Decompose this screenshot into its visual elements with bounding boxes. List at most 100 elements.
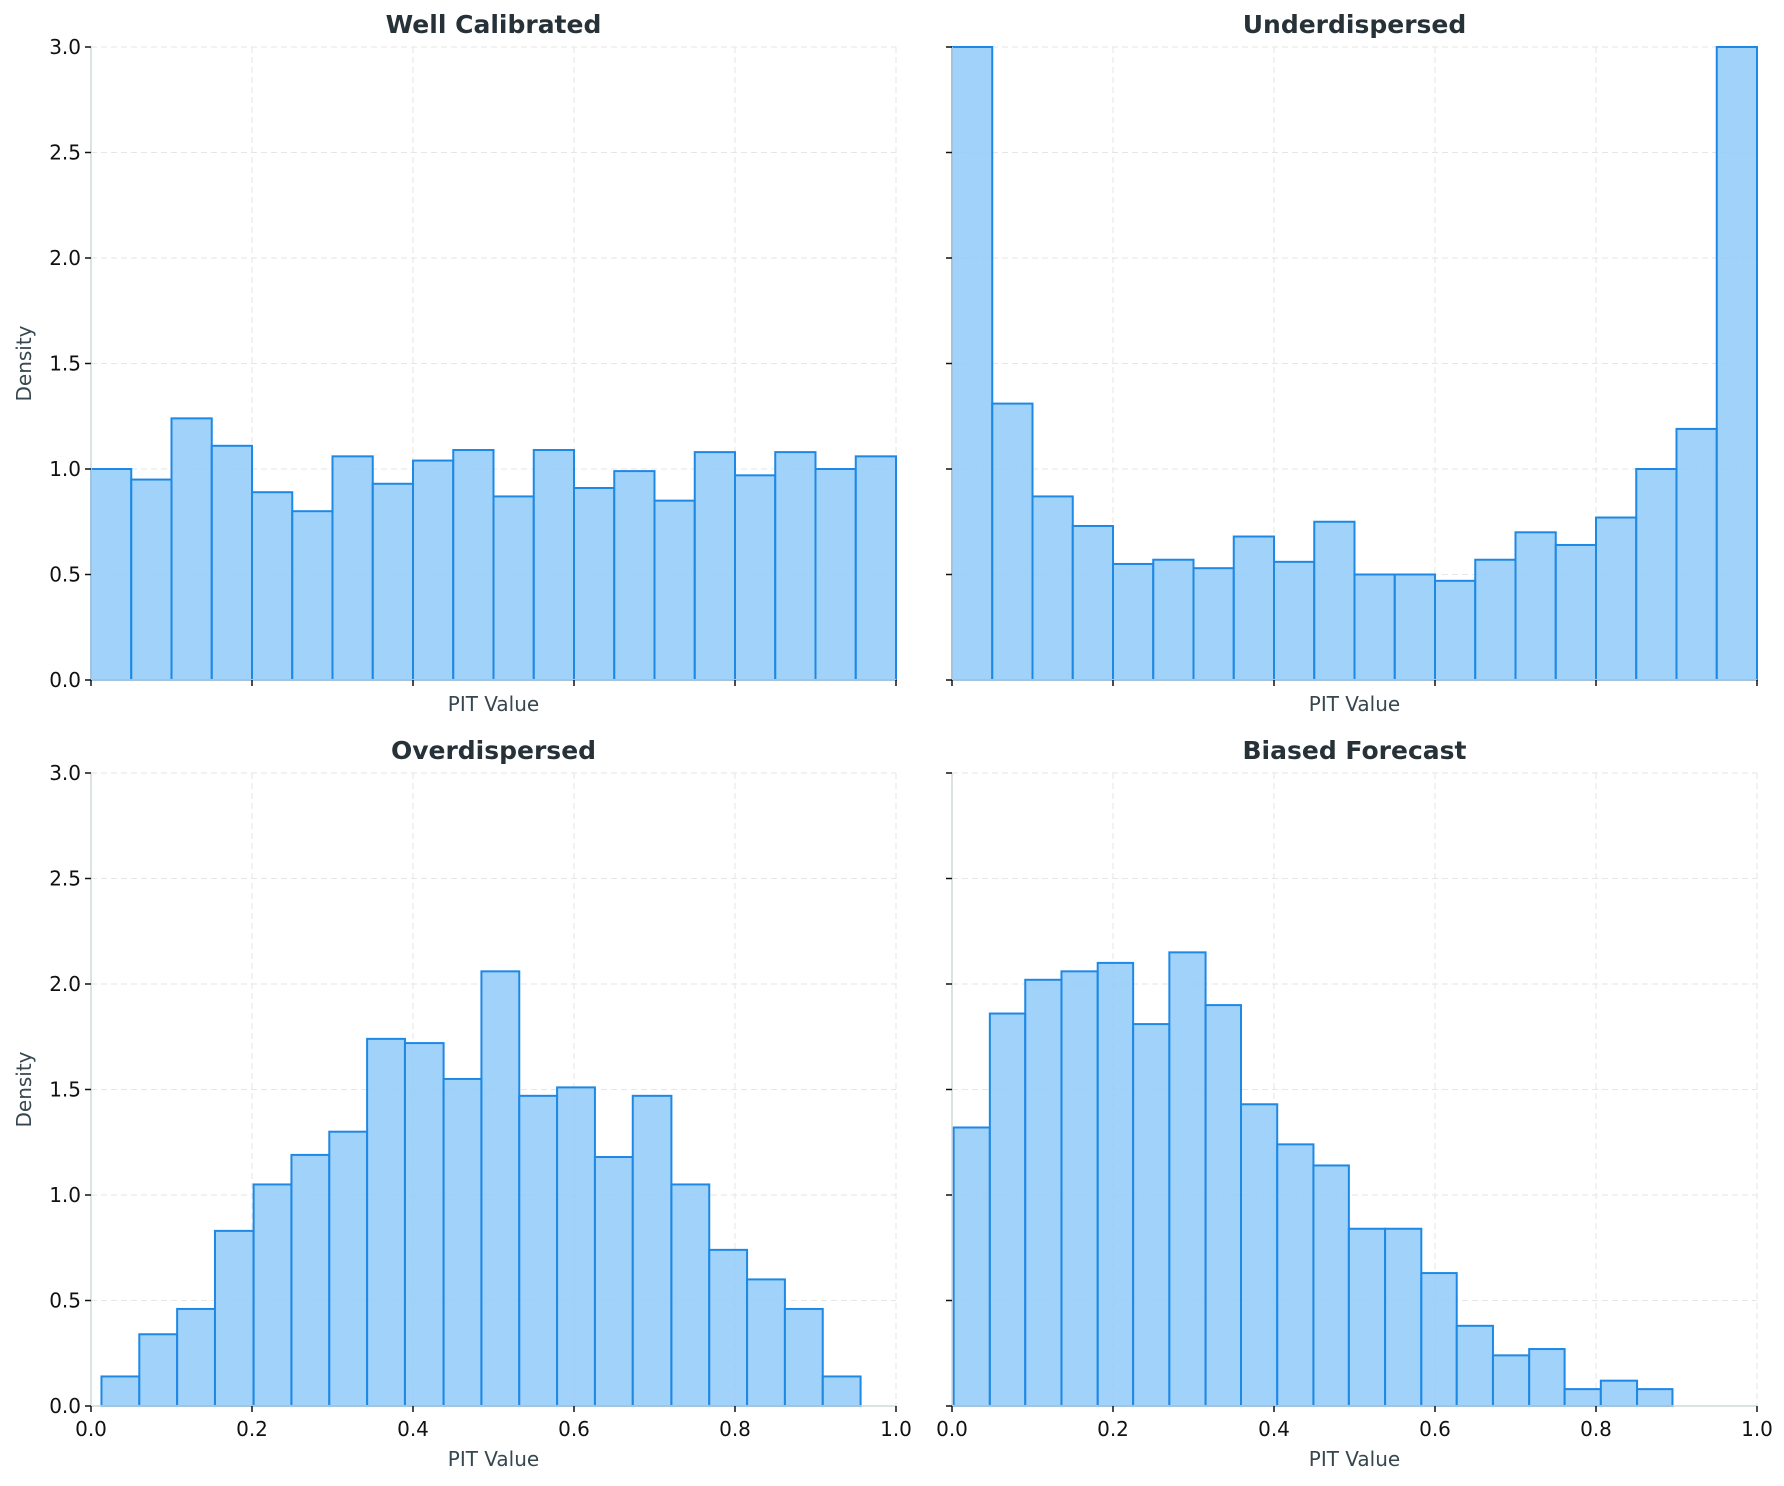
histogram-bar [1599,1379,1639,1408]
histogram-bar [593,1156,634,1408]
x-axis-label: PIT Value [1309,692,1400,716]
x-tick-label: 1.0 [1741,1417,1773,1441]
y-tick-label: 2.5 [49,141,81,165]
histogram-bar [291,510,334,682]
histogram-bar [1347,1227,1387,1408]
panel-title: Well Calibrated [386,10,602,39]
histogram-bar [100,1375,141,1407]
histogram-bar [1393,573,1436,681]
histogram-bar [532,449,575,682]
x-tick-label: 0.2 [236,1417,268,1441]
histogram-bar [854,455,897,681]
histogram-bar [1455,1324,1494,1407]
histogram-bar [1384,1227,1423,1408]
histogram-bar [251,491,294,681]
histogram-bar [1434,579,1477,682]
x-tick-label: 0.6 [1419,1417,1451,1441]
bars [90,417,897,682]
bars [952,951,1674,1408]
panel-title: Biased Forecast [1243,736,1467,765]
y-tick-label: 1.5 [49,1078,81,1102]
histogram-bar [176,1307,216,1407]
histogram-bar [442,1077,483,1407]
histogram-bar [1152,558,1195,681]
histogram-bar [1031,495,1074,681]
histogram-bar [138,1333,179,1408]
y-tick-label: 3.0 [49,35,81,59]
histogram-bar [988,1012,1027,1407]
histogram-bar [290,1153,331,1408]
y-tick-label: 1.5 [49,352,81,376]
y-tick-label: 2.5 [49,867,81,891]
histogram-bar [708,1248,749,1407]
histogram-bar [518,1094,559,1407]
x-tick-label: 0.8 [1580,1417,1612,1441]
histogram-bar [1595,516,1638,682]
histogram-bar [774,451,817,681]
y-tick-label: 2.0 [49,972,81,996]
histogram-bar [1353,573,1396,681]
histogram-bar [403,1042,445,1407]
histogram-bar [670,1183,711,1407]
histogram-bar [1313,520,1356,681]
bars [100,970,862,1408]
x-tick-label: 0.0 [936,1417,968,1441]
histogram-bar [130,478,173,681]
y-tick-label: 0.0 [49,1394,81,1418]
histogram-bar [452,449,495,682]
histogram-bar [480,970,521,1408]
histogram-bar [746,1278,786,1408]
x-tick-label: 0.2 [1097,1417,1129,1441]
histogram-bar [1096,961,1135,1408]
y-tick-label: 3.0 [49,761,81,785]
x-tick-label: 0.8 [719,1417,751,1441]
histogram-bar [328,1130,369,1407]
histogram-bar [1420,1272,1458,1407]
histogram-bar [1192,567,1235,681]
histogram-bar [1168,951,1207,1407]
histogram-bar [814,468,857,681]
histogram-bar [1491,1354,1531,1407]
histogram-bar [613,470,656,681]
x-axis-label: PIT Value [1309,1447,1400,1471]
histogram-bar [371,482,414,681]
histogram-bar [1204,1004,1242,1407]
histogram-bar [252,1183,293,1407]
histogram-bar [1239,1103,1279,1408]
histogram-bar [951,46,994,681]
panel-overdispersed: 0.0 0.5 1.0 1.5 2.0 2.5 3.0 0.0 0.2 0.4 0.6 0.8 1.0 O… [12,736,912,1471]
histogram-bar [783,1307,824,1407]
histogram-bar [1514,531,1557,681]
panel-underdispersed: Underdispersed PIT Value [946,10,1758,716]
histogram-bar [1232,535,1275,682]
y-tick-label: 0.5 [49,563,81,587]
x-tick-label: 0.4 [1258,1417,1290,1441]
histogram-bar [1071,524,1114,681]
histogram-bar [210,444,253,682]
histogram-bar [952,1126,991,1407]
panel-title: Overdispersed [391,736,596,765]
y-axis-label: Density [12,1051,36,1127]
histogram-bar [1060,970,1099,1408]
histogram-bar [1715,46,1758,681]
histogram-bar [821,1375,862,1407]
x-tick-label: 0.0 [75,1417,107,1441]
histogram-bar [492,495,535,681]
histogram-bar [1312,1164,1350,1407]
y-tick-label: 1.0 [49,1183,81,1207]
panel-title: Underdispersed [1243,10,1467,39]
x-axis-label: PIT Value [448,692,539,716]
histogram-bar [631,1094,673,1407]
histogram-bar [1024,978,1063,1408]
histogram-bar [1276,1143,1315,1407]
y-tick-label: 0.0 [49,668,81,692]
panel-well-calibrated: 0.0 0.5 1.0 1.5 2.0 2.5 3.0 Well Calibrated PIT … [12,10,897,716]
x-tick-label: 1.0 [880,1417,912,1441]
histogram-bar [991,402,1034,681]
histogram-bar [1474,558,1517,681]
y-axis-label: Density [12,325,36,401]
histogram-bar [1563,1388,1602,1407]
histogram-bar [90,468,133,681]
